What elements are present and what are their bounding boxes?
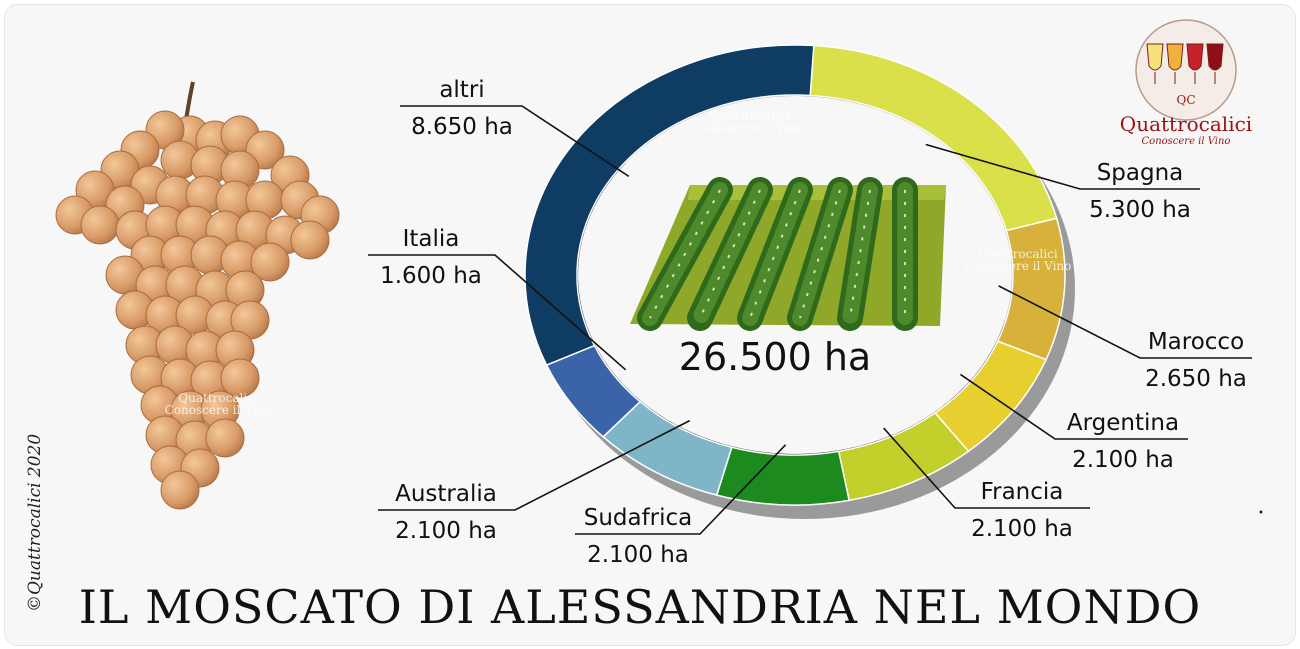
vineyard-icon [630, 177, 946, 331]
logo-name: Quattrocalici [1120, 112, 1252, 136]
slice-label-value: 2.100 ha [1072, 447, 1174, 473]
leader-line-australia [378, 419, 691, 511]
logo-tagline: Conoscere il Vino [1142, 136, 1231, 147]
slice-label-value: 2.100 ha [971, 516, 1073, 542]
slice-labels: Spagna 5.300 ha Marocco 2.650 ha Argentina 2.… [368, 77, 1252, 568]
copyright-label: ©Quattrocalici 2020 [25, 434, 45, 612]
total-area-label: 26.500 ha [679, 335, 871, 379]
leader-line-francia [883, 427, 1090, 509]
slice-label-value: 5.300 ha [1089, 197, 1191, 223]
watermark-tagline: Conoscere il Vino [697, 121, 804, 135]
slice-label-name: Spagna [1097, 160, 1184, 186]
slice-label-name: Marocco [1148, 329, 1244, 355]
leader-line-marocco [998, 285, 1252, 359]
slice-label-name: Italia [403, 226, 460, 252]
slice-label-name: altri [439, 77, 484, 103]
grape-bunch-icon [55, 81, 340, 510]
slice-label-name: Sudafrica [584, 505, 693, 531]
slice-label-name: Australia [395, 481, 497, 507]
slice-label-value: 1.600 ha [380, 263, 482, 289]
quattrocalici-logo: QC Quattrocalici Conoscere il Vino [1120, 19, 1252, 147]
leader-line-spagna [925, 143, 1200, 190]
slice-label-value: 2.650 ha [1145, 366, 1247, 392]
logo-monogram: QC [1176, 93, 1195, 107]
slice-label-name: Francia [981, 479, 1064, 505]
leader-line-altri [400, 105, 630, 178]
slice-label-value: 8.650 ha [411, 114, 513, 140]
watermark-text: Quattrocalici [710, 109, 790, 123]
watermark-text: Quattrocalici [178, 391, 258, 405]
slice-label-value: 2.100 ha [587, 542, 689, 568]
slice-label-value: 2.100 ha [395, 518, 497, 544]
page-title: IL MOSCATO DI ALESSANDRIA NEL MONDO [79, 580, 1201, 634]
watermark-tagline: Conoscere il Vino [165, 403, 272, 417]
slice-altri [524, 44, 815, 367]
stray-dot [1259, 510, 1263, 514]
slice-label-name: Argentina [1067, 410, 1179, 436]
leader-line-argentina [959, 373, 1188, 440]
watermark-text: Quattrocalici [978, 247, 1058, 261]
watermark-tagline: Conoscere il Vino [965, 259, 1072, 273]
leader-line-italia [368, 254, 627, 371]
leader-line-sudafrica [575, 444, 787, 535]
wine-glasses-icon [1146, 43, 1224, 84]
